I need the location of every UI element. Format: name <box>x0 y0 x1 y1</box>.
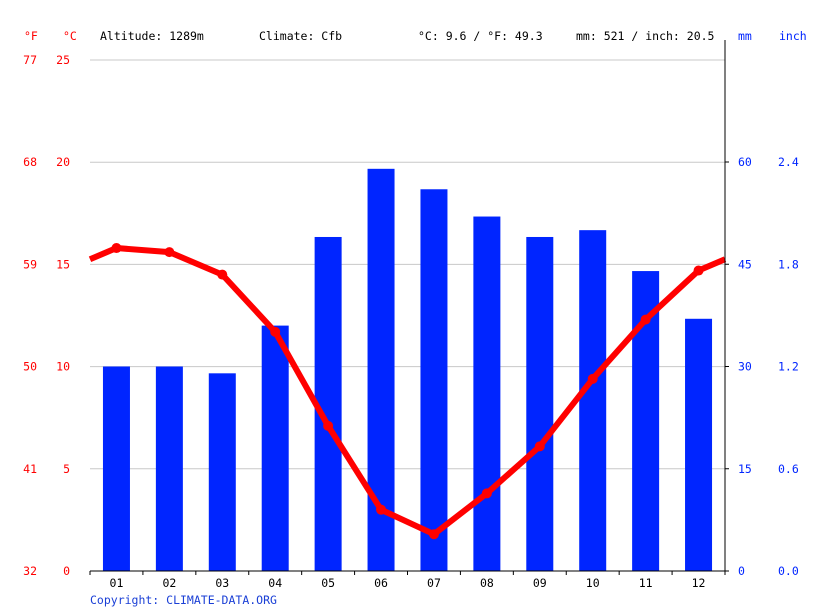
axes: 0 32 5 41 10 50 15 59 20 68 25 77 01 02 03 04 05 06 07 08 09… <box>23 40 799 590</box>
inch-tick-label: 1.2 <box>778 360 799 374</box>
mm-tick-label: 0 <box>738 564 745 578</box>
temperature-polyline <box>88 245 727 538</box>
month-label: 03 <box>215 576 229 590</box>
precipitation-bar <box>155 366 183 571</box>
mm-tick-label: 30 <box>738 360 752 374</box>
month-label: 02 <box>162 576 176 590</box>
mm-tick-label: 15 <box>738 462 752 476</box>
temperature-line <box>88 243 727 540</box>
fahrenheit-tick-label: 41 <box>23 462 37 476</box>
precipitation-bar <box>420 189 448 571</box>
altitude-label: Altitude: 1289m <box>100 29 204 43</box>
temperature-point <box>164 247 175 258</box>
precipitation-bar <box>261 325 289 571</box>
celsius-tick-label: 25 <box>56 53 70 67</box>
month-label: 08 <box>480 576 494 590</box>
month-label: 11 <box>639 576 653 590</box>
temperature-average-label: °C: 9.6 / °F: 49.3 <box>418 29 543 43</box>
precipitation-bar <box>367 168 395 572</box>
inch-unit-label: inch <box>779 29 807 43</box>
celsius-tick-label: 15 <box>56 257 70 271</box>
month-label: 05 <box>321 576 335 590</box>
precipitation-bar <box>473 216 501 572</box>
temperature-point <box>640 314 651 325</box>
month-label: 01 <box>110 576 124 590</box>
celsius-unit-label: °C <box>63 29 77 43</box>
month-label: 04 <box>268 576 282 590</box>
mm-unit-label: mm <box>738 29 752 43</box>
temperature-point <box>217 269 228 280</box>
month-label: 07 <box>427 576 441 590</box>
precipitation-bar <box>102 366 130 571</box>
celsius-tick-label: 20 <box>56 155 70 169</box>
temperature-point <box>323 420 334 431</box>
temperature-point <box>481 488 492 499</box>
fahrenheit-tick-label: 68 <box>23 155 37 169</box>
fahrenheit-tick-label: 59 <box>23 257 37 271</box>
month-label: 06 <box>374 576 388 590</box>
month-label: 09 <box>533 576 547 590</box>
fahrenheit-tick-label: 50 <box>23 360 37 374</box>
precipitation-bar <box>579 230 607 571</box>
celsius-tick-label: 10 <box>56 360 70 374</box>
precipitation-bar <box>685 318 713 571</box>
temperature-point <box>534 441 545 452</box>
fahrenheit-tick-label: 32 <box>23 564 37 578</box>
copyright-link[interactable]: Copyright: CLIMATE-DATA.ORG <box>90 593 277 607</box>
mm-tick-label: 60 <box>738 155 752 169</box>
temperature-point <box>693 265 704 276</box>
month-label: 10 <box>586 576 600 590</box>
celsius-tick-label: 0 <box>63 564 70 578</box>
temperature-point <box>587 373 598 384</box>
fahrenheit-tick-label: 77 <box>23 53 37 67</box>
climate-label: Climate: Cfb <box>259 29 342 43</box>
fahrenheit-unit-label: °F <box>24 29 38 43</box>
celsius-tick-label: 5 <box>63 462 70 476</box>
temperature-point <box>111 243 122 254</box>
temperature-point <box>270 326 281 337</box>
gridlines <box>90 59 725 470</box>
temperature-point <box>428 529 439 540</box>
inch-tick-label: 0.6 <box>778 462 799 476</box>
inch-tick-label: 1.8 <box>778 257 799 271</box>
precipitation-bar <box>208 373 236 571</box>
temperature-point <box>376 504 387 515</box>
precipitation-bar <box>526 236 554 571</box>
mm-tick-label: 45 <box>738 257 752 271</box>
precipitation-total-label: mm: 521 / inch: 20.5 <box>576 29 714 43</box>
inch-tick-label: 0.0 <box>778 564 799 578</box>
precipitation-bars <box>102 168 713 572</box>
month-label: 12 <box>692 576 706 590</box>
inch-tick-label: 2.4 <box>778 155 799 169</box>
